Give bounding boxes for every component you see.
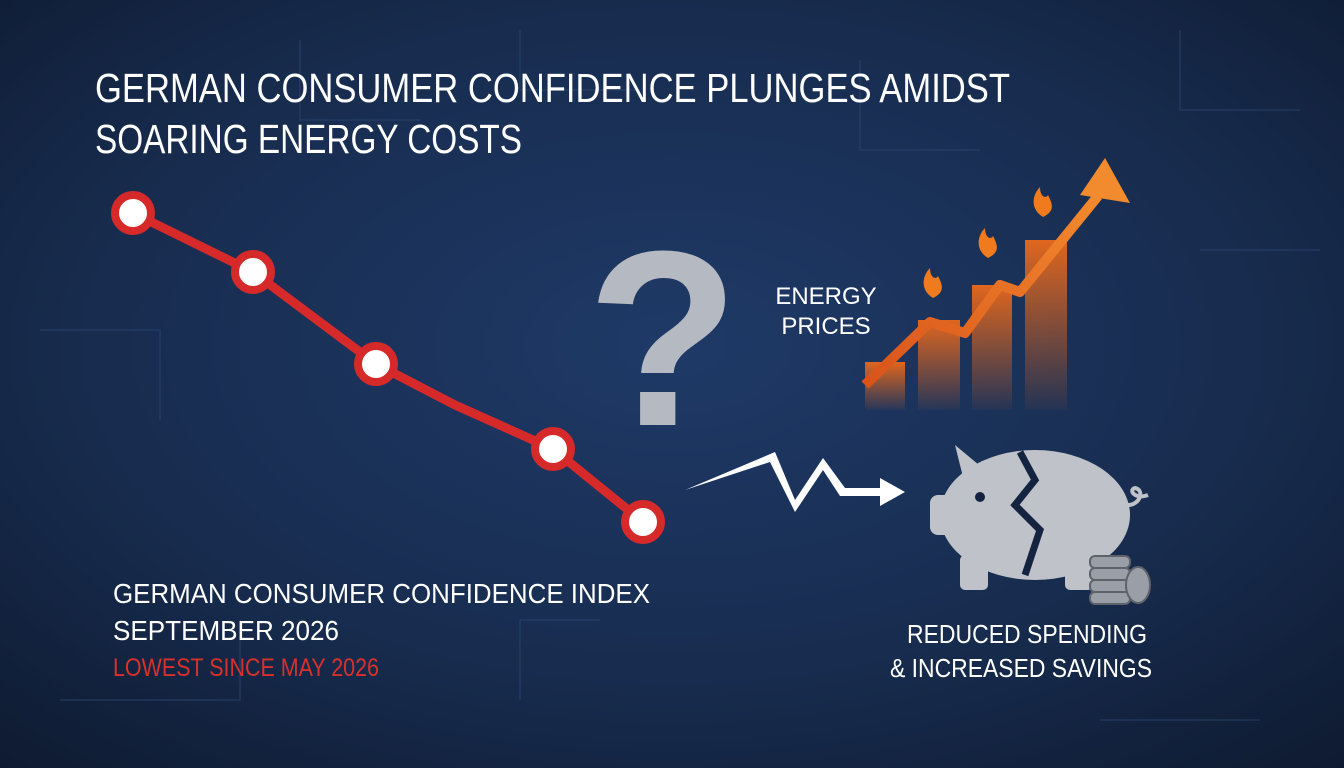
- shape: [1010, 450, 1045, 577]
- shape: [978, 228, 997, 258]
- shape: [923, 268, 942, 298]
- shape: [960, 555, 988, 590]
- bar: [1025, 240, 1067, 410]
- shape: [1065, 555, 1093, 590]
- shape: [1125, 566, 1151, 604]
- shape: [930, 495, 960, 535]
- energy-label: ENERGY: [775, 283, 876, 310]
- point: [621, 500, 665, 544]
- shape: [975, 492, 985, 502]
- savings-label: & INCREASED SAVINGS: [890, 653, 1152, 683]
- piggy-bank: [930, 445, 1149, 590]
- point: [531, 427, 575, 471]
- circuit-lines: [40, 30, 1320, 721]
- bar: [918, 320, 960, 410]
- arrow-head: [1080, 158, 1130, 203]
- title-line: GERMAN CONSUMER CONFIDENCE PLUNGES AMIDS…: [95, 65, 1010, 111]
- shape: [1033, 187, 1052, 217]
- question-mark: ?: [587, 199, 740, 478]
- flames: [923, 187, 1052, 298]
- index-name: GERMAN CONSUMER CONFIDENCE INDEX: [113, 578, 650, 609]
- point: [231, 250, 275, 294]
- coins: [1089, 555, 1151, 605]
- shape: [1089, 579, 1131, 593]
- shape: [1089, 567, 1131, 581]
- point: [354, 342, 398, 386]
- index-note: LOWEST SINCE MAY 2026: [113, 654, 379, 682]
- shape: [1127, 485, 1149, 507]
- energy-arrow: [861, 192, 1102, 389]
- point: [111, 191, 155, 235]
- savings-label: REDUCED SPENDING: [907, 619, 1147, 649]
- shape: [1089, 591, 1131, 605]
- title-line: SOARING ENERGY COSTS: [95, 116, 522, 162]
- shape: [40, 30, 1320, 721]
- energy-label: PRICES: [781, 313, 870, 340]
- decline-points: [111, 191, 665, 544]
- shape: [940, 450, 1130, 580]
- shape: [1089, 555, 1131, 569]
- energy-bars: [865, 240, 1067, 410]
- shape: [955, 445, 985, 485]
- index-date: SEPTEMBER 2026: [113, 615, 339, 646]
- zigzag-arrow: [685, 452, 905, 512]
